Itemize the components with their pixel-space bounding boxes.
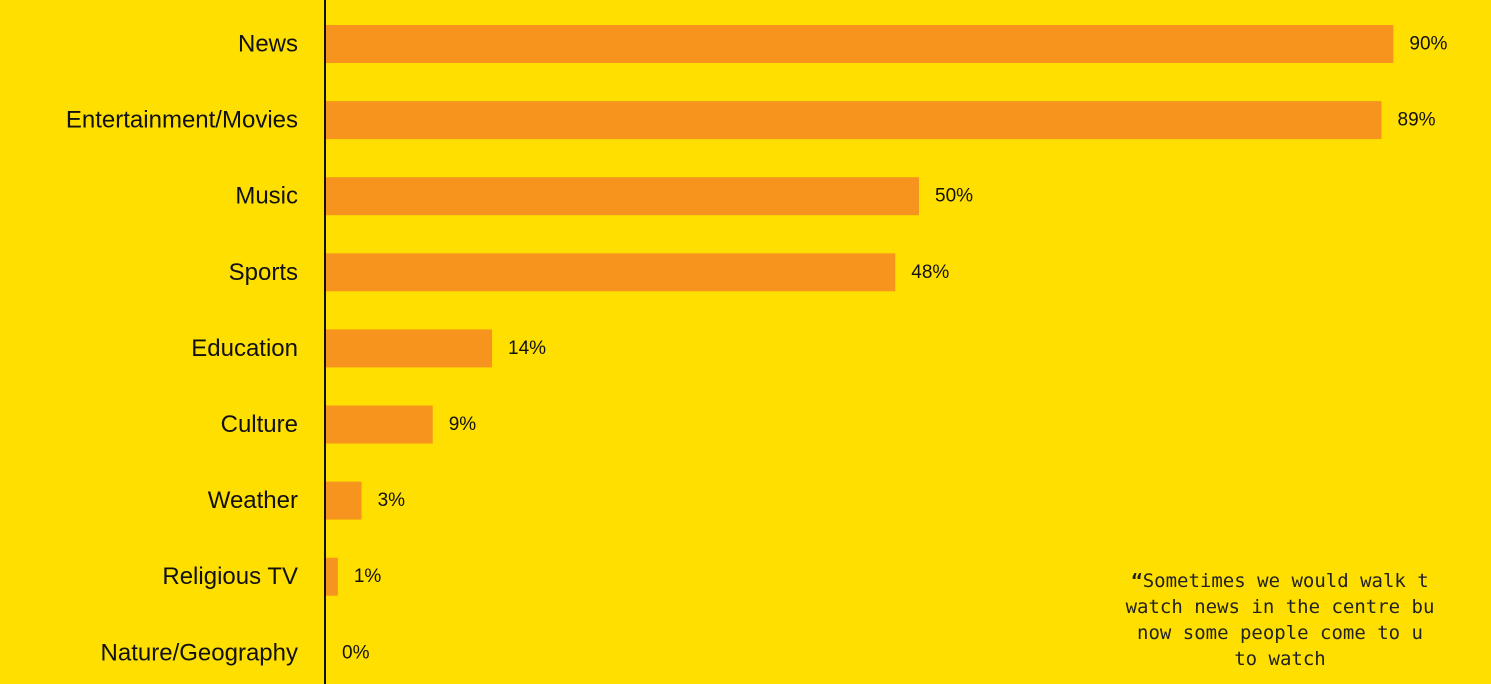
bar bbox=[326, 253, 896, 292]
quote-line-1: Sometimes we would walk t bbox=[1142, 570, 1429, 592]
bar bbox=[326, 557, 338, 596]
category-label: Music bbox=[235, 183, 298, 210]
bar bbox=[326, 481, 362, 520]
value-label: 14% bbox=[508, 338, 546, 359]
bar-group: News 90% Entertainment/Movies 89% Music 50% Sp… bbox=[66, 25, 1448, 666]
category-label: Religious TV bbox=[162, 563, 298, 590]
quote-line: “Sometimes we would walk t bbox=[1020, 568, 1491, 594]
category-label: Culture bbox=[221, 411, 298, 438]
bar bbox=[326, 177, 919, 216]
value-label: 0% bbox=[342, 642, 370, 663]
quote-line-3: now some people come to u bbox=[1137, 622, 1423, 644]
value-label: 50% bbox=[935, 186, 973, 207]
category-label: News bbox=[238, 31, 298, 58]
bar bbox=[326, 405, 433, 444]
category-label: Nature/Geography bbox=[101, 639, 298, 666]
value-label: 3% bbox=[378, 490, 406, 511]
bar bbox=[326, 329, 493, 368]
category-label: Sports bbox=[229, 259, 298, 286]
quote-callout: “Sometimes we would walk t watch news in… bbox=[1020, 568, 1491, 672]
value-label: 1% bbox=[354, 566, 382, 587]
category-label: Education bbox=[191, 335, 298, 362]
quote-open-mark: “ bbox=[1131, 570, 1143, 592]
value-label: 89% bbox=[1398, 110, 1436, 131]
value-label: 90% bbox=[1409, 34, 1447, 55]
quote-line-2: watch news in the centre bu bbox=[1125, 596, 1435, 618]
value-label: 9% bbox=[449, 414, 477, 435]
category-label: Entertainment/Movies bbox=[66, 107, 298, 134]
category-label: Weather bbox=[208, 487, 298, 514]
quote-line-4: to watch bbox=[1234, 648, 1326, 670]
bar bbox=[326, 101, 1382, 140]
value-label: 48% bbox=[911, 262, 949, 283]
bar bbox=[326, 25, 1394, 63]
